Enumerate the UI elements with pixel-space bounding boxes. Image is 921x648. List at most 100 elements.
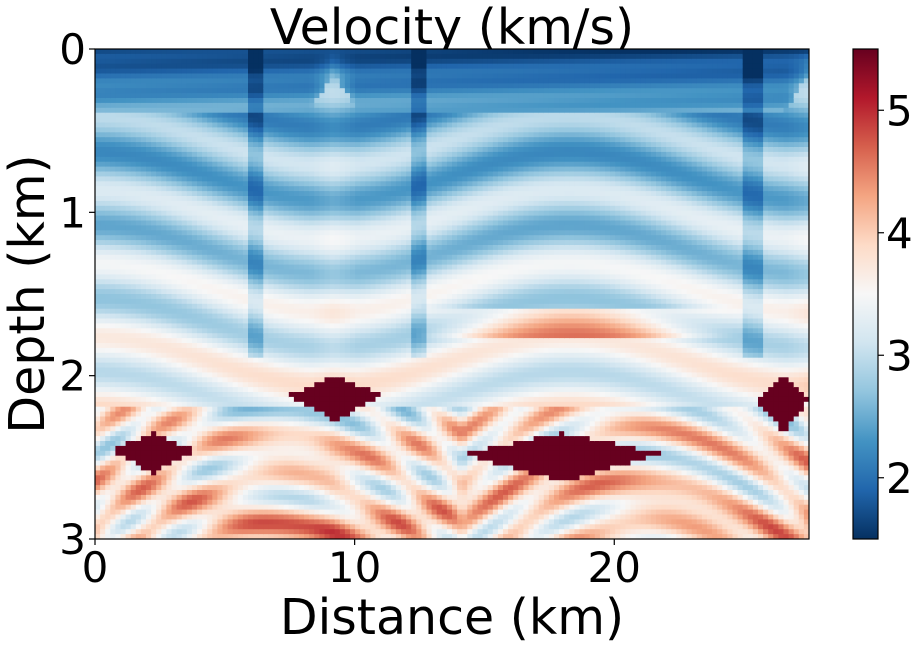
heatmap-cell (334, 441, 341, 447)
heatmap-cell (222, 455, 229, 462)
heatmap-cell (176, 132, 183, 138)
heatmap-cell (95, 396, 101, 403)
heatmap-cell (125, 475, 132, 481)
heatmap-cell (227, 382, 234, 388)
heatmap-cell (197, 117, 203, 124)
heatmap-cell (217, 210, 224, 217)
heatmap-cell (304, 514, 310, 520)
heatmap-cell (268, 401, 275, 408)
heatmap-cell (100, 392, 106, 398)
heatmap-cell (202, 269, 208, 275)
heatmap-cell (100, 269, 106, 275)
heatmap-cell (125, 441, 132, 447)
heatmap-cell (181, 529, 188, 535)
heatmap-cell (151, 519, 157, 525)
heatmap-cell (140, 240, 147, 246)
heatmap-cell (263, 289, 269, 295)
heatmap-cell (146, 49, 152, 55)
heatmap-cell (232, 475, 239, 481)
heatmap-cell (329, 73, 336, 79)
heatmap-cell (263, 259, 269, 266)
heatmap-cell (253, 485, 259, 491)
heatmap-cell (140, 387, 147, 393)
heatmap-cell (288, 406, 295, 413)
heatmap-cell (339, 235, 346, 241)
heatmap-cell (166, 289, 173, 295)
heatmap-cell (263, 460, 269, 467)
heatmap-cell (186, 431, 193, 437)
heatmap-cell (242, 215, 249, 222)
heatmap-cell (171, 249, 178, 256)
heatmap-cell (202, 147, 208, 153)
heatmap-cell (146, 303, 152, 310)
heatmap-cell (304, 284, 310, 290)
heatmap-cell (110, 494, 116, 501)
heatmap-cell (222, 490, 229, 496)
heatmap-cell (191, 450, 198, 457)
heatmap-cell (135, 259, 142, 266)
heatmap-cell (304, 171, 310, 177)
heatmap-cell (115, 186, 122, 192)
heatmap-cell (115, 323, 122, 329)
heatmap-cell (319, 377, 326, 383)
heatmap-cell (334, 147, 341, 153)
heatmap-cell (268, 259, 275, 266)
heatmap-cell (334, 88, 341, 94)
heatmap-cell (202, 274, 208, 280)
heatmap-cell (140, 137, 147, 143)
heatmap-cell (288, 490, 295, 496)
heatmap-cell (140, 230, 147, 236)
heatmap-cell (146, 249, 152, 256)
heatmap-cell (304, 490, 310, 496)
heatmap-cell (222, 122, 229, 128)
heatmap-cell (135, 465, 142, 471)
heatmap-cell (217, 107, 224, 114)
heatmap-cell (197, 161, 203, 168)
heatmap-cell (237, 396, 244, 403)
heatmap-cell (125, 294, 132, 300)
heatmap-cell (329, 176, 336, 182)
heatmap-cell (181, 132, 188, 138)
heatmap-cell (217, 289, 224, 295)
heatmap-cell (202, 137, 208, 143)
heatmap-cell (181, 441, 188, 447)
heatmap-cell (344, 284, 351, 290)
heatmap-cell (309, 298, 315, 305)
heatmap-cell (309, 318, 315, 324)
heatmap-cell (171, 303, 178, 310)
heatmap-cell (242, 382, 249, 388)
heatmap-cell (186, 151, 193, 158)
heatmap-cell (268, 181, 275, 187)
heatmap-cell (110, 431, 116, 437)
heatmap-cell (329, 49, 336, 55)
heatmap-cell (176, 63, 183, 70)
heatmap-cell (288, 519, 295, 525)
heatmap-cell (207, 499, 213, 506)
heatmap-cell (191, 176, 198, 182)
heatmap-cell (314, 298, 320, 305)
heatmap-cell (324, 347, 331, 354)
heatmap-cell (120, 279, 127, 285)
heatmap-cell (324, 78, 331, 84)
heatmap-cell (263, 382, 269, 388)
heatmap-cell (207, 171, 213, 177)
heatmap-cell (248, 107, 254, 114)
heatmap-cell (232, 117, 239, 124)
heatmap-cell (293, 294, 300, 300)
heatmap-cell (339, 343, 346, 349)
heatmap-cell (197, 382, 203, 388)
heatmap-cell (156, 142, 162, 148)
heatmap-cell (344, 509, 351, 516)
heatmap-cell (324, 68, 331, 75)
heatmap-cell (304, 298, 310, 305)
heatmap-cell (242, 485, 249, 491)
heatmap-cell (207, 347, 213, 354)
heatmap-cell (288, 377, 295, 383)
heatmap-cell (299, 151, 305, 158)
heatmap-cell (319, 269, 326, 275)
heatmap-cell (176, 308, 183, 315)
heatmap-cell (115, 279, 122, 285)
heatmap-cell (146, 441, 152, 447)
heatmap-cell (324, 328, 331, 334)
heatmap-cell (125, 367, 132, 373)
